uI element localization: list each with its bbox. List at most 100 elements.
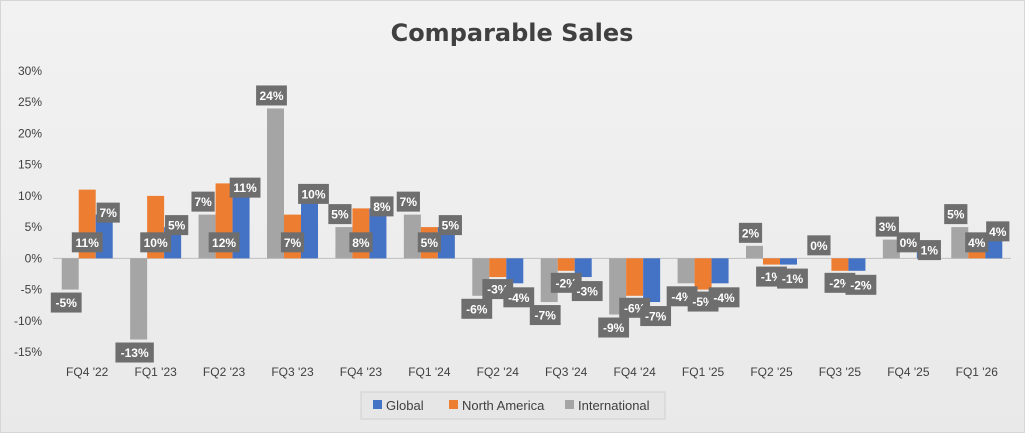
data-label-text: -5%	[56, 296, 78, 310]
data-label: 0%	[807, 235, 830, 255]
x-tick-label: FQ3 '23	[271, 365, 314, 379]
data-label: 11%	[72, 232, 103, 252]
y-tick-label: 5%	[25, 220, 43, 234]
y-tick-label: 10%	[18, 189, 42, 203]
data-label: 11%	[230, 178, 261, 198]
data-label: 12%	[209, 232, 240, 252]
legend-entry: Global	[386, 398, 424, 413]
y-tick-label: -10%	[14, 314, 42, 328]
data-label-text: 10%	[301, 187, 325, 201]
bar-north-america	[626, 258, 643, 295]
data-label-text: -4%	[508, 291, 530, 305]
x-tick-label: FQ2 '24	[477, 365, 520, 379]
data-label: -4%	[503, 287, 534, 307]
data-label-text: 2%	[742, 226, 760, 240]
x-tick-label: FQ4 '22	[66, 365, 109, 379]
data-label: -2%	[846, 275, 877, 295]
x-tick-label: FQ4 '23	[340, 365, 383, 379]
data-label-text: 24%	[259, 89, 283, 103]
data-label-text: 8%	[352, 236, 370, 250]
y-tick-label: -5%	[21, 283, 43, 297]
legend: Global North America International	[361, 392, 665, 419]
data-label: 8%	[370, 196, 393, 216]
bar-international	[130, 258, 147, 339]
data-label-text: 7%	[100, 206, 118, 220]
x-tick-label: FQ1 '26	[956, 365, 999, 379]
legend-swatch	[373, 400, 382, 409]
data-label-text: 11%	[76, 236, 100, 250]
x-tick-label: FQ2 '25	[750, 365, 793, 379]
data-label-text: 7%	[194, 195, 212, 209]
data-label-text: -1%	[782, 272, 804, 286]
y-tick-label: 30%	[18, 64, 42, 78]
data-label: 2%	[739, 223, 762, 243]
x-tick-label: FQ1 '25	[682, 365, 725, 379]
bar-global	[643, 258, 660, 302]
data-label-text: 5%	[947, 208, 965, 222]
data-label-text: -6%	[466, 302, 488, 316]
data-label-text: 7%	[400, 195, 418, 209]
data-label-text: 11%	[233, 181, 257, 195]
bar-global	[848, 258, 865, 270]
data-label-text: 0%	[900, 236, 918, 250]
legend-swatch	[565, 400, 574, 409]
data-label: 7%	[191, 192, 214, 212]
x-tick-label: FQ1 '24	[408, 365, 451, 379]
data-label: 4%	[965, 232, 988, 252]
x-axis: FQ4 '22 FQ1 '23 FQ2 '23 FQ3 '23 FQ4 '23 FQ1 '…	[66, 365, 998, 379]
data-label-text: 0%	[810, 239, 828, 253]
data-label-text: 5%	[168, 219, 186, 233]
x-tick-label: FQ3 '25	[819, 365, 862, 379]
data-label-text: 8%	[373, 200, 391, 214]
data-label-text: 12%	[212, 236, 236, 250]
data-label-text: -13%	[121, 346, 149, 360]
data-label: 5%	[418, 232, 441, 252]
bar-international	[746, 246, 763, 258]
data-label: -7%	[530, 305, 561, 325]
data-label: -3%	[572, 281, 603, 301]
x-tick-label: FQ4 '25	[887, 365, 930, 379]
data-label: 4%	[986, 221, 1009, 241]
data-label: 0%	[897, 232, 920, 252]
y-axis: 30%25%20%15%10%5%0%-5%-10%-15%	[14, 64, 42, 359]
x-tick-label: FQ2 '23	[203, 365, 246, 379]
data-label: 7%	[97, 203, 120, 223]
x-tick-label: FQ3 '24	[545, 365, 588, 379]
data-label-text: 5%	[331, 208, 349, 222]
bar-international	[678, 258, 695, 283]
data-label: -13%	[115, 343, 153, 363]
bar-global	[712, 258, 729, 283]
data-label: 5%	[439, 215, 462, 235]
legend-swatch	[449, 400, 458, 409]
bar-north-america	[558, 258, 575, 270]
bar-international	[62, 258, 79, 289]
data-label-text: -7%	[645, 310, 667, 324]
data-label: 7%	[281, 232, 304, 252]
x-tick-label: FQ1 '23	[134, 365, 177, 379]
data-label: -9%	[598, 318, 629, 338]
legend-entry: North America	[462, 398, 545, 413]
data-label-text: -9%	[603, 321, 625, 335]
data-label-text: 4%	[968, 236, 986, 250]
data-label: 1%	[918, 240, 941, 260]
data-label: 10%	[140, 232, 171, 252]
data-labels-layer: -5%-13%7%24%5%7%-6%-7%-9%-4%2%0%3%5%11%1…	[51, 85, 1010, 362]
data-label-text: 3%	[879, 220, 897, 234]
data-label: 3%	[876, 217, 899, 237]
data-label: 5%	[328, 204, 351, 224]
data-label: -5%	[51, 293, 82, 313]
data-label-text: 1%	[921, 244, 939, 258]
data-label: 5%	[944, 204, 967, 224]
y-tick-label: 15%	[18, 158, 42, 172]
legend-entry: International	[578, 398, 650, 413]
data-label: -7%	[640, 306, 671, 326]
bar-north-america	[489, 258, 506, 277]
data-label: 24%	[256, 85, 287, 105]
data-label: -4%	[709, 287, 740, 307]
bar-north-america	[831, 258, 848, 270]
y-tick-label: 25%	[18, 95, 42, 109]
data-label: 7%	[397, 192, 420, 212]
data-label-text: 5%	[421, 236, 439, 250]
y-tick-label: -15%	[14, 345, 42, 359]
